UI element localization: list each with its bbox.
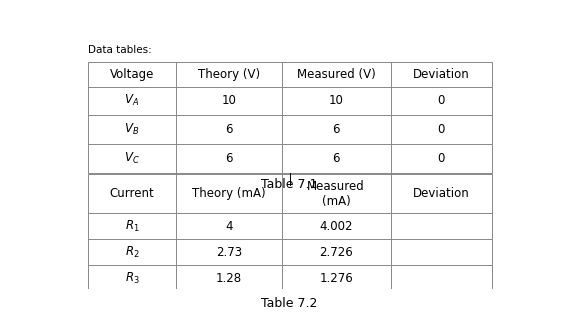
Text: Measured
(mA): Measured (mA) <box>307 179 365 208</box>
Text: 6: 6 <box>333 152 340 165</box>
Text: 0: 0 <box>438 123 445 136</box>
Text: $R_1$: $R_1$ <box>125 218 139 234</box>
Text: 0: 0 <box>438 95 445 108</box>
Text: 2.726: 2.726 <box>319 246 353 259</box>
Text: 4.002: 4.002 <box>319 220 353 233</box>
Text: 2.73: 2.73 <box>216 246 242 259</box>
Text: Theory (mA): Theory (mA) <box>192 187 266 200</box>
Text: $R_2$: $R_2$ <box>125 245 139 260</box>
Text: Table 7.1: Table 7.1 <box>261 178 318 191</box>
Text: Deviation: Deviation <box>413 187 470 200</box>
Text: Data tables:: Data tables: <box>88 45 151 55</box>
Text: $V_B$: $V_B$ <box>125 122 140 137</box>
Text: $V_A$: $V_A$ <box>125 93 140 109</box>
Text: Theory (V): Theory (V) <box>198 68 260 81</box>
Text: Deviation: Deviation <box>413 68 470 81</box>
Text: 6: 6 <box>333 123 340 136</box>
Text: 6: 6 <box>226 152 233 165</box>
Text: 10: 10 <box>222 95 237 108</box>
Text: 4: 4 <box>226 220 233 233</box>
Text: Table 7.2: Table 7.2 <box>261 297 318 310</box>
Text: $R_3$: $R_3$ <box>125 271 139 286</box>
Text: Measured (V): Measured (V) <box>297 68 375 81</box>
Text: 1.276: 1.276 <box>319 272 353 285</box>
Text: 1.28: 1.28 <box>216 272 242 285</box>
Bar <box>88 174 492 292</box>
Bar <box>88 61 492 173</box>
Text: $V_C$: $V_C$ <box>124 151 140 166</box>
Text: 10: 10 <box>329 95 344 108</box>
Text: Current: Current <box>109 187 154 200</box>
Text: 0: 0 <box>438 152 445 165</box>
Text: 6: 6 <box>226 123 233 136</box>
Text: Voltage: Voltage <box>110 68 154 81</box>
